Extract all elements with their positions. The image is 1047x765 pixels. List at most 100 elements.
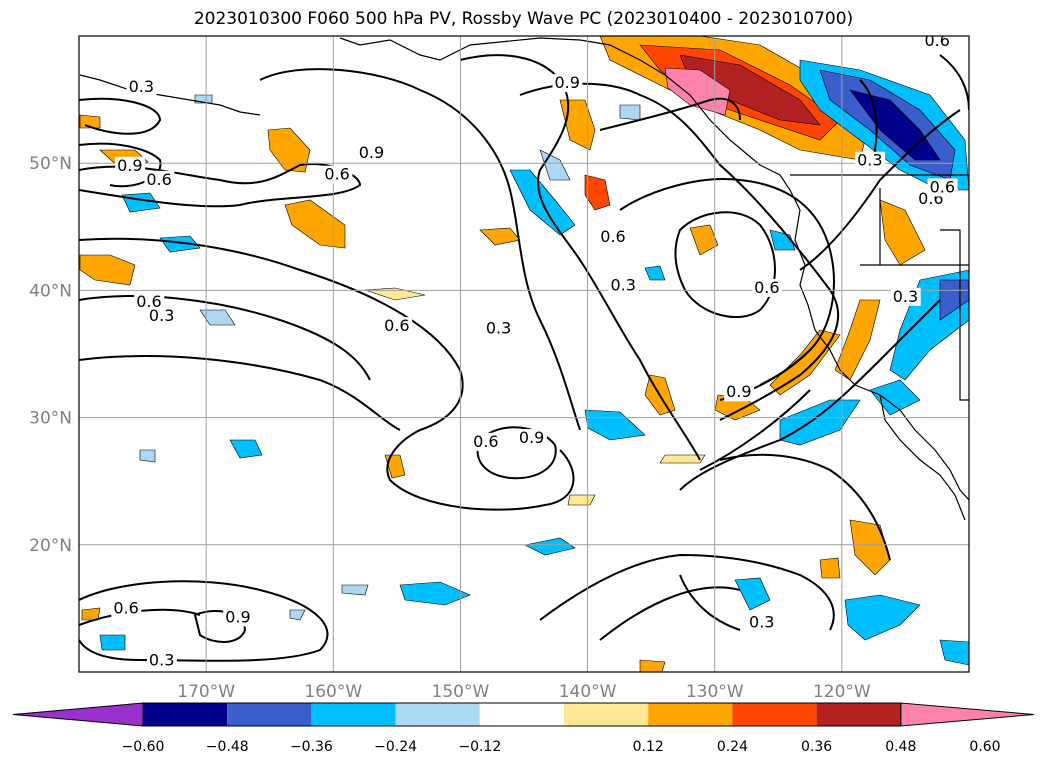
contour-label: 0.3: [857, 151, 882, 170]
colorbar-frame: [142, 702, 902, 727]
positive-anomaly-region: [689, 224, 719, 256]
pv-contour: [539, 553, 835, 631]
lon-tick-label: 160°W: [304, 682, 362, 702]
positive-anomaly-region: [567, 494, 596, 506]
negative-anomaly-region: [644, 265, 666, 281]
colorbar-tick-label: −0.36: [290, 739, 333, 755]
positive-anomaly-region: [769, 329, 841, 396]
colorbar-segment: [732, 703, 817, 726]
contour-label: 0.6: [136, 292, 161, 311]
colorbar-segment: [648, 703, 733, 726]
negative-anomaly-region: [869, 379, 921, 416]
positive-anomaly-region: [79, 254, 136, 286]
negative-anomaly-region: [199, 309, 236, 326]
contour-label-bg: [471, 432, 502, 451]
lat-tick-label: 20°N: [29, 536, 72, 556]
colorbar-tick-label: −0.12: [458, 739, 501, 755]
contour-label: 0.6: [473, 432, 498, 451]
coastline-alaska: [339, 37, 969, 501]
pv-contour: [799, 109, 961, 271]
lon-axis-labels: 170°W 160°W 150°W 140°W 130°W 120°W: [177, 682, 871, 702]
contour-label: 0.3: [149, 651, 174, 670]
positive-anomaly-region: [364, 287, 426, 301]
contour-label: 0.3: [749, 612, 774, 631]
contour-label: 0.9: [359, 143, 384, 162]
contour-label: 0.6: [930, 177, 955, 196]
contour-label-bg: [382, 317, 413, 336]
border-line: [940, 229, 969, 401]
positive-anomaly-region: [849, 519, 891, 576]
positive-anomaly-region: [81, 607, 101, 621]
pv-contour: [79, 608, 201, 626]
pv-contour: [79, 295, 371, 381]
contour-label: 0.6: [324, 165, 349, 184]
pv-contour: [519, 82, 840, 421]
contour-label-bg: [890, 287, 921, 306]
pv-contour: [679, 299, 941, 491]
contour-label-bg: [752, 278, 783, 297]
colorbar-segment: [227, 703, 312, 726]
negative-anomaly-region: [159, 235, 201, 253]
contour-label-bg: [552, 74, 583, 93]
figure-title: 2023010300 F060 500 hPa PV, Rossby Wave …: [193, 9, 854, 29]
pv-contour: [599, 97, 741, 131]
contour-label: 0.3: [610, 275, 635, 294]
lon-tick-label: 140°W: [559, 682, 617, 702]
coastline-baja: [879, 394, 966, 521]
contour-label: 0.6: [384, 316, 409, 335]
contour-label-bg: [146, 651, 177, 670]
contour-label-bg: [223, 608, 254, 627]
contour-label-bg: [111, 599, 142, 618]
contour-label-bg: [855, 151, 886, 170]
pv-contour: [79, 355, 401, 431]
pv-contour: [79, 142, 162, 188]
contour-label-bg: [516, 429, 547, 448]
pv-contour: [79, 97, 162, 135]
contour-label: 0.6: [146, 170, 171, 189]
coastlines: [79, 37, 969, 521]
contour-label-bg: [356, 144, 387, 163]
lon-tick-label: 150°W: [432, 682, 490, 702]
positive-anomaly-region: [879, 199, 926, 266]
contour-labels: 0.30.90.60.90.60.60.30.6 0.30.90.60.3 0.60…: [111, 31, 958, 670]
lon-tick-label: 130°W: [686, 682, 744, 702]
contour-label-bg: [146, 306, 177, 325]
pv-contour: [193, 610, 247, 643]
contour-label-bg: [747, 613, 778, 632]
positive-anomaly-region: [639, 659, 666, 672]
grid-lines: [79, 36, 969, 672]
pv-contour: [259, 68, 581, 431]
positive-anomaly-region: [267, 127, 311, 173]
colorbar-tick-label: 0.60: [969, 739, 1000, 755]
contour-label-bg: [134, 292, 165, 311]
contour-label: 0.3: [893, 287, 918, 306]
negative-anomaly-region: [99, 634, 126, 651]
colorbar-tick-label: 0.48: [885, 739, 916, 755]
contour-label-bg: [126, 77, 157, 96]
contour-label: 0.9: [225, 607, 250, 626]
pv-contour: [699, 389, 811, 471]
positive-anomaly-region: [479, 227, 521, 246]
pv-contour: [459, 54, 701, 461]
contour-label: 0.6: [925, 31, 950, 50]
negative-anomaly-region: [619, 104, 641, 121]
colorbar-tick-label: 0.36: [801, 739, 832, 755]
colorbar: [12, 702, 1035, 727]
positive-anomaly-region: [79, 114, 101, 129]
positive-anomaly-region: [384, 454, 406, 479]
pv-contour: [599, 586, 741, 641]
negative-anomaly-region: [849, 89, 941, 161]
colorbar-tick-label: 0.12: [633, 739, 664, 755]
negative-anomaly-region: [769, 229, 796, 251]
contour-label: 0.6: [600, 227, 625, 246]
colorbar-segment: [143, 703, 228, 726]
negative-anomaly-region: [524, 537, 576, 556]
colorbar-tick-label: −0.48: [206, 739, 249, 755]
contour-label-bg: [322, 165, 353, 184]
lat-tick-label: 50°N: [29, 154, 72, 174]
contour-label: 0.3: [486, 319, 511, 338]
lon-tick-label: 170°W: [177, 682, 235, 702]
colorbar-segment: [479, 703, 564, 726]
positive-anomaly-region: [284, 199, 346, 249]
